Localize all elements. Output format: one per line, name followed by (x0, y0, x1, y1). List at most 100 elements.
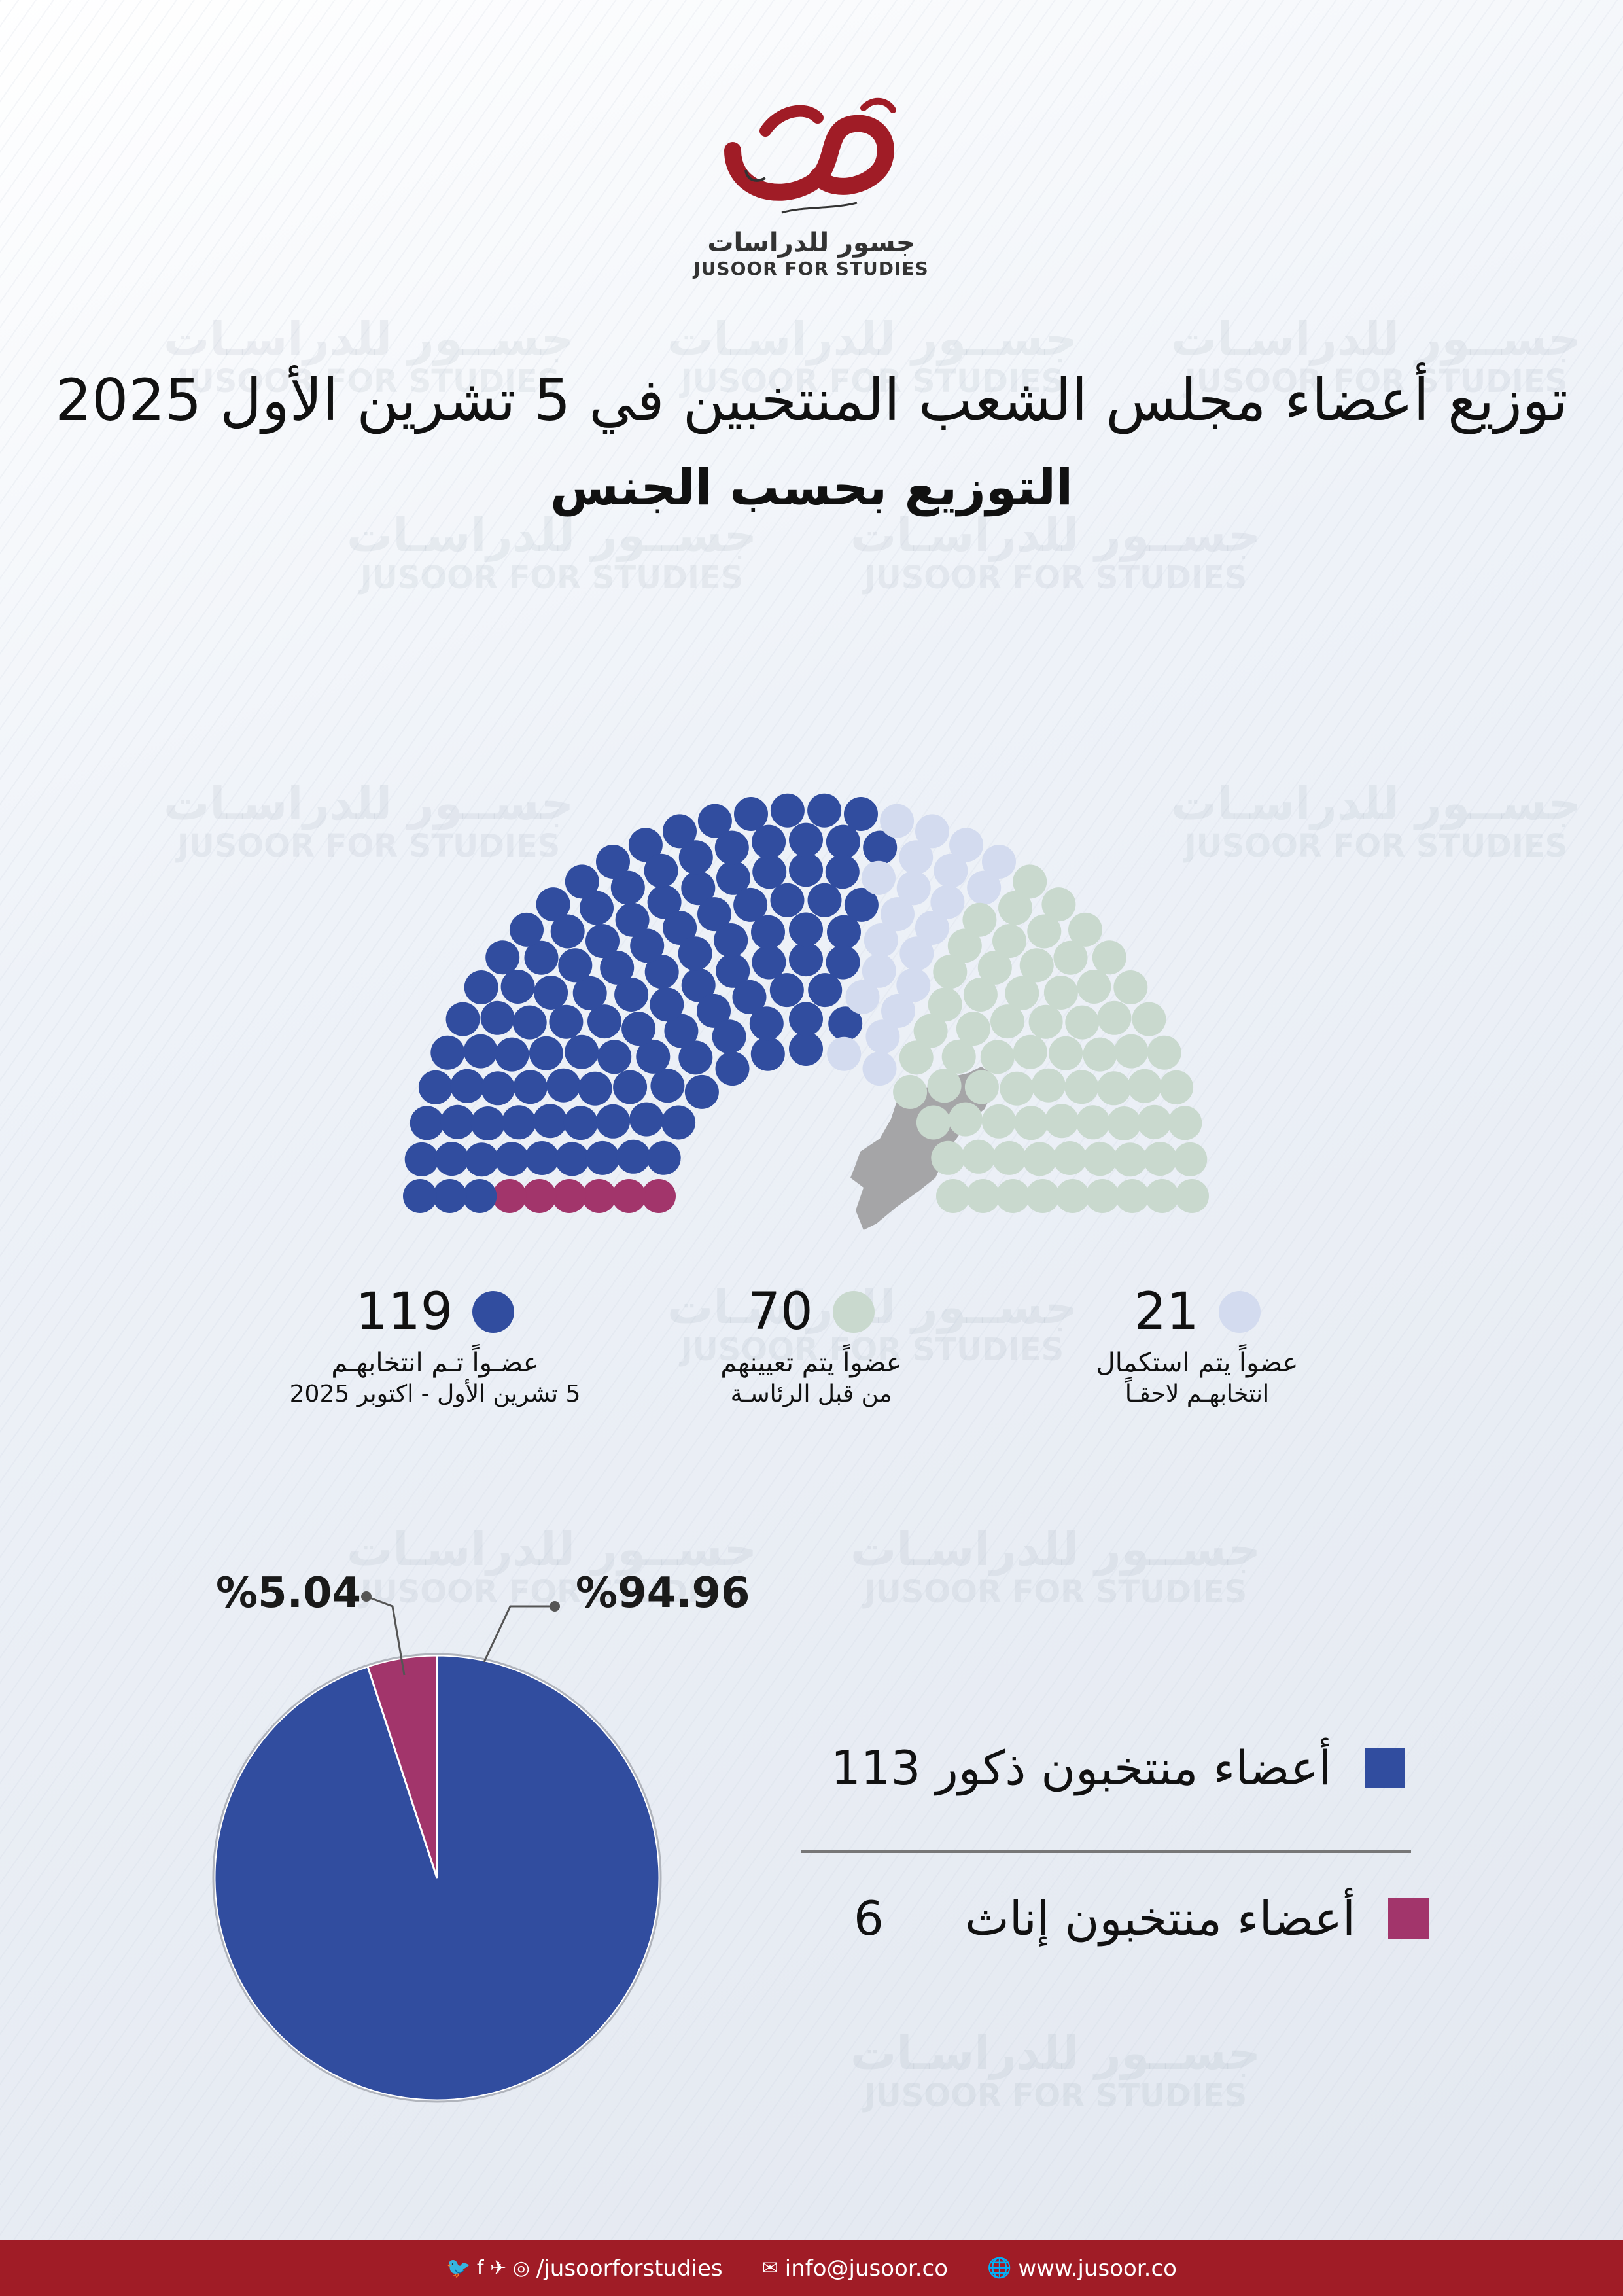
seat-pending (934, 853, 968, 888)
seat-elected (462, 1179, 497, 1213)
footer-website[interactable]: 🌐 www.jusoor.co (987, 2255, 1177, 2282)
seat-elected (664, 1014, 699, 1048)
pie-outline (212, 1653, 662, 2103)
seat-pending (845, 980, 880, 1014)
seat-elected (525, 1141, 559, 1175)
watermark: جســور للدراسـات JUSOOR FOR STUDIES (164, 777, 574, 864)
seat-elected (610, 870, 645, 905)
seat-elected (430, 1035, 465, 1070)
seat-elected (807, 793, 842, 828)
seat-elected (826, 945, 860, 980)
seat-appointed (1013, 1034, 1047, 1069)
seat-elected (481, 1071, 515, 1106)
footer-social[interactable]: 🐦 f ✈ ◎ /jusoorforstudies (446, 2255, 723, 2282)
seat-elected (789, 912, 823, 947)
seat-elected (529, 1036, 563, 1070)
seat-pending (827, 1036, 862, 1071)
seat-elected (663, 814, 697, 849)
seat-appointed (981, 1104, 1016, 1139)
seat-elected (596, 1104, 631, 1139)
seat-appointed (899, 1040, 934, 1075)
seat-elected (825, 855, 860, 889)
seat-appointed (1041, 887, 1076, 922)
footer-email[interactable]: ✉ info@jusoor.co (762, 2255, 948, 2282)
watermark: جســور للدراسـات JUSOOR FOR STUDIES (850, 508, 1261, 596)
seat-appointed (1027, 914, 1062, 949)
seat-elected (789, 1002, 823, 1036)
seat-elected (716, 953, 750, 988)
seat-appointed (1053, 940, 1088, 975)
seat-pending (915, 814, 949, 849)
seat-appointed (1096, 1071, 1131, 1106)
seat-elected (770, 793, 805, 828)
seat-elected (600, 950, 635, 985)
seat-appointed (941, 1039, 976, 1074)
seat-elected (533, 1104, 567, 1139)
seat-elected (480, 1000, 515, 1035)
seat-appointed (977, 950, 1012, 985)
seat-pending (982, 845, 1016, 879)
seat-elected (714, 830, 749, 865)
seat-elected (470, 1106, 505, 1140)
seat-pending (881, 897, 915, 932)
pie-label-female: %5.04 (216, 1569, 362, 1617)
seat-appointed (1114, 1034, 1149, 1069)
pending-label-1: عضواً يتم استكمال (1096, 1348, 1299, 1378)
seat-elected (500, 970, 535, 1004)
watermark: جســور للدراسـات JUSOOR FOR STUDIES (164, 312, 574, 400)
seat-pending (967, 870, 1002, 905)
seat-elected (712, 1019, 746, 1054)
seat-elected (450, 1069, 485, 1103)
female-label: أعضاء منتخبون إناث (965, 1891, 1356, 1946)
seat-appointed (1068, 912, 1102, 947)
seat-appointed (936, 1179, 970, 1213)
seat-elected (464, 970, 498, 1004)
seat-appointed (1147, 1035, 1181, 1070)
seat-elected (769, 973, 804, 1008)
seat-elected (572, 976, 607, 1010)
seat-elected (734, 797, 768, 831)
leader-male-dot (550, 1601, 560, 1612)
seat-elected (510, 912, 544, 947)
pending-count: 21 (1134, 1282, 1199, 1341)
appointed-label-1: عضواً يتم تعيينهم (720, 1348, 902, 1378)
seat-elected (621, 1012, 656, 1046)
seat-elected (844, 797, 878, 831)
seat-pending (862, 953, 896, 988)
seat-appointed (1049, 1036, 1083, 1070)
seat-elected (629, 1102, 664, 1137)
elected-count: 119 (355, 1282, 453, 1341)
seat-elected (752, 855, 787, 889)
seat-elected (495, 1037, 529, 1072)
seat-elected (558, 948, 593, 983)
seat-elected (647, 885, 682, 919)
seat-elected (808, 973, 843, 1008)
appointed-count: 70 (748, 1282, 813, 1341)
seat-appointed (928, 987, 962, 1022)
page-title: توزيع أعضاء مجلس الشعب المنتخبين في 5 تش… (55, 366, 1568, 434)
seat-elected (697, 804, 732, 838)
seat-elected (827, 915, 861, 949)
seat-appointed (1127, 1069, 1162, 1103)
seat-appointed (893, 1074, 928, 1109)
seat-elected (733, 887, 768, 922)
seat-appointed (1173, 1142, 1208, 1176)
seat-appointed (1145, 1179, 1179, 1213)
seat-elected (863, 830, 898, 865)
seat-elected (585, 1140, 620, 1175)
seat-elected (714, 923, 748, 957)
seat-appointed (1022, 1142, 1057, 1176)
seat-appointed (1083, 1037, 1117, 1072)
seat-appointed (1077, 970, 1111, 1004)
seat-appointed (931, 1140, 966, 1175)
seat-elected (403, 1179, 437, 1213)
seat-elected-female (552, 1179, 587, 1213)
seat-appointed (1014, 1106, 1049, 1140)
seat-elected (585, 924, 620, 959)
seat-elected (502, 1105, 536, 1140)
seat-elected (826, 824, 860, 859)
seat-elected (614, 978, 649, 1012)
seat-pending (862, 860, 896, 895)
legend-elected: 119 عضـواً تـم انتخابهـم 5 تشرين الأول -… (281, 1282, 589, 1407)
footer-bar: 🐦 f ✈ ◎ /jusoorforstudies ✉ info@jusoor.co… (0, 2240, 1623, 2296)
